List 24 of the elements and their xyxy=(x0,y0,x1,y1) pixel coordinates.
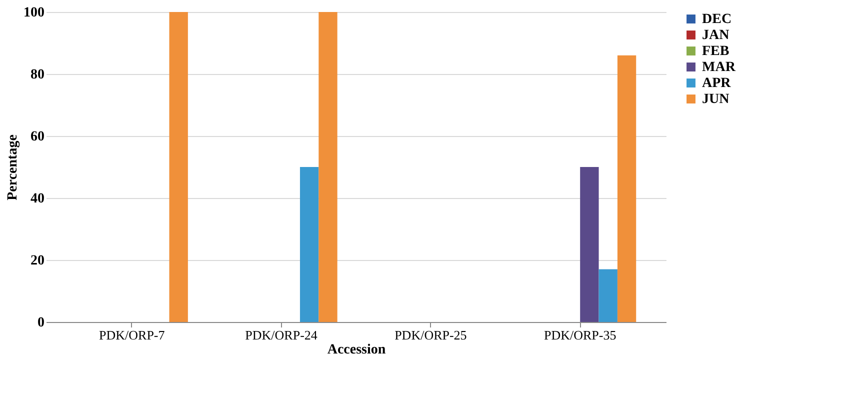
bar xyxy=(580,167,599,322)
bar xyxy=(169,12,188,322)
bar xyxy=(598,269,618,322)
legend-label: JUN xyxy=(702,92,730,107)
x-tick-label: PDK/ORP-25 xyxy=(394,328,467,342)
x-tick-label: PDK/ORP-24 xyxy=(245,328,318,342)
y-tick-label: 100 xyxy=(24,6,44,20)
y-tick-label: 80 xyxy=(30,68,44,82)
x-axis-title: Accession xyxy=(327,342,386,358)
bar xyxy=(300,167,319,322)
legend-label: JAN xyxy=(702,28,730,43)
y-tick-label: 0 xyxy=(38,316,44,330)
legend-label: DEC xyxy=(702,12,732,27)
y-tick-label: 20 xyxy=(30,254,44,268)
y-tick-label: 60 xyxy=(30,130,44,144)
y-axis-title: Percentage xyxy=(6,134,20,200)
legend-label: APR xyxy=(702,76,732,91)
legend-label: MAR xyxy=(702,60,736,75)
legend-label: FEB xyxy=(702,44,730,59)
bar xyxy=(318,12,338,322)
y-tick-label: 40 xyxy=(30,192,44,206)
bar xyxy=(617,55,636,322)
x-tick-label: PDK/ORP-35 xyxy=(544,328,616,342)
x-tick-label: PDK/ORP-7 xyxy=(99,328,166,342)
